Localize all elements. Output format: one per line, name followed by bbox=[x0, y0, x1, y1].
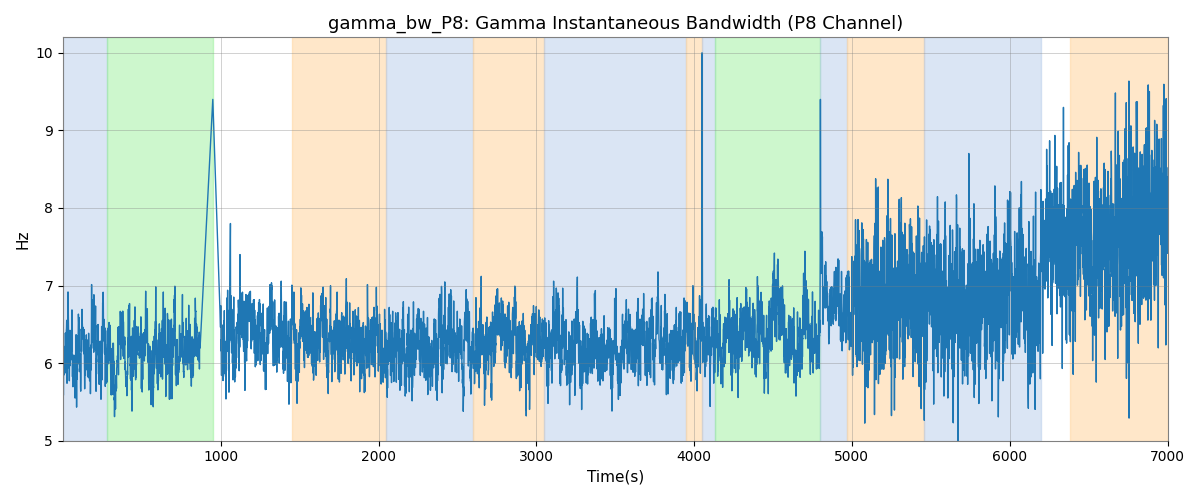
Bar bbox=[821, 38, 847, 440]
Bar bbox=[715, 38, 821, 440]
Bar bbox=[544, 38, 686, 440]
Bar bbox=[386, 38, 473, 440]
X-axis label: Time(s): Time(s) bbox=[587, 470, 644, 485]
Bar bbox=[702, 38, 715, 440]
Bar bbox=[924, 38, 1042, 440]
Bar bbox=[686, 38, 702, 440]
Bar bbox=[847, 38, 924, 440]
Bar bbox=[473, 38, 544, 440]
Y-axis label: Hz: Hz bbox=[16, 230, 30, 249]
Bar bbox=[1069, 38, 1168, 440]
Bar bbox=[62, 38, 107, 440]
Bar bbox=[107, 38, 212, 440]
Title: gamma_bw_P8: Gamma Instantaneous Bandwidth (P8 Channel): gamma_bw_P8: Gamma Instantaneous Bandwid… bbox=[328, 15, 902, 34]
Bar bbox=[292, 38, 386, 440]
